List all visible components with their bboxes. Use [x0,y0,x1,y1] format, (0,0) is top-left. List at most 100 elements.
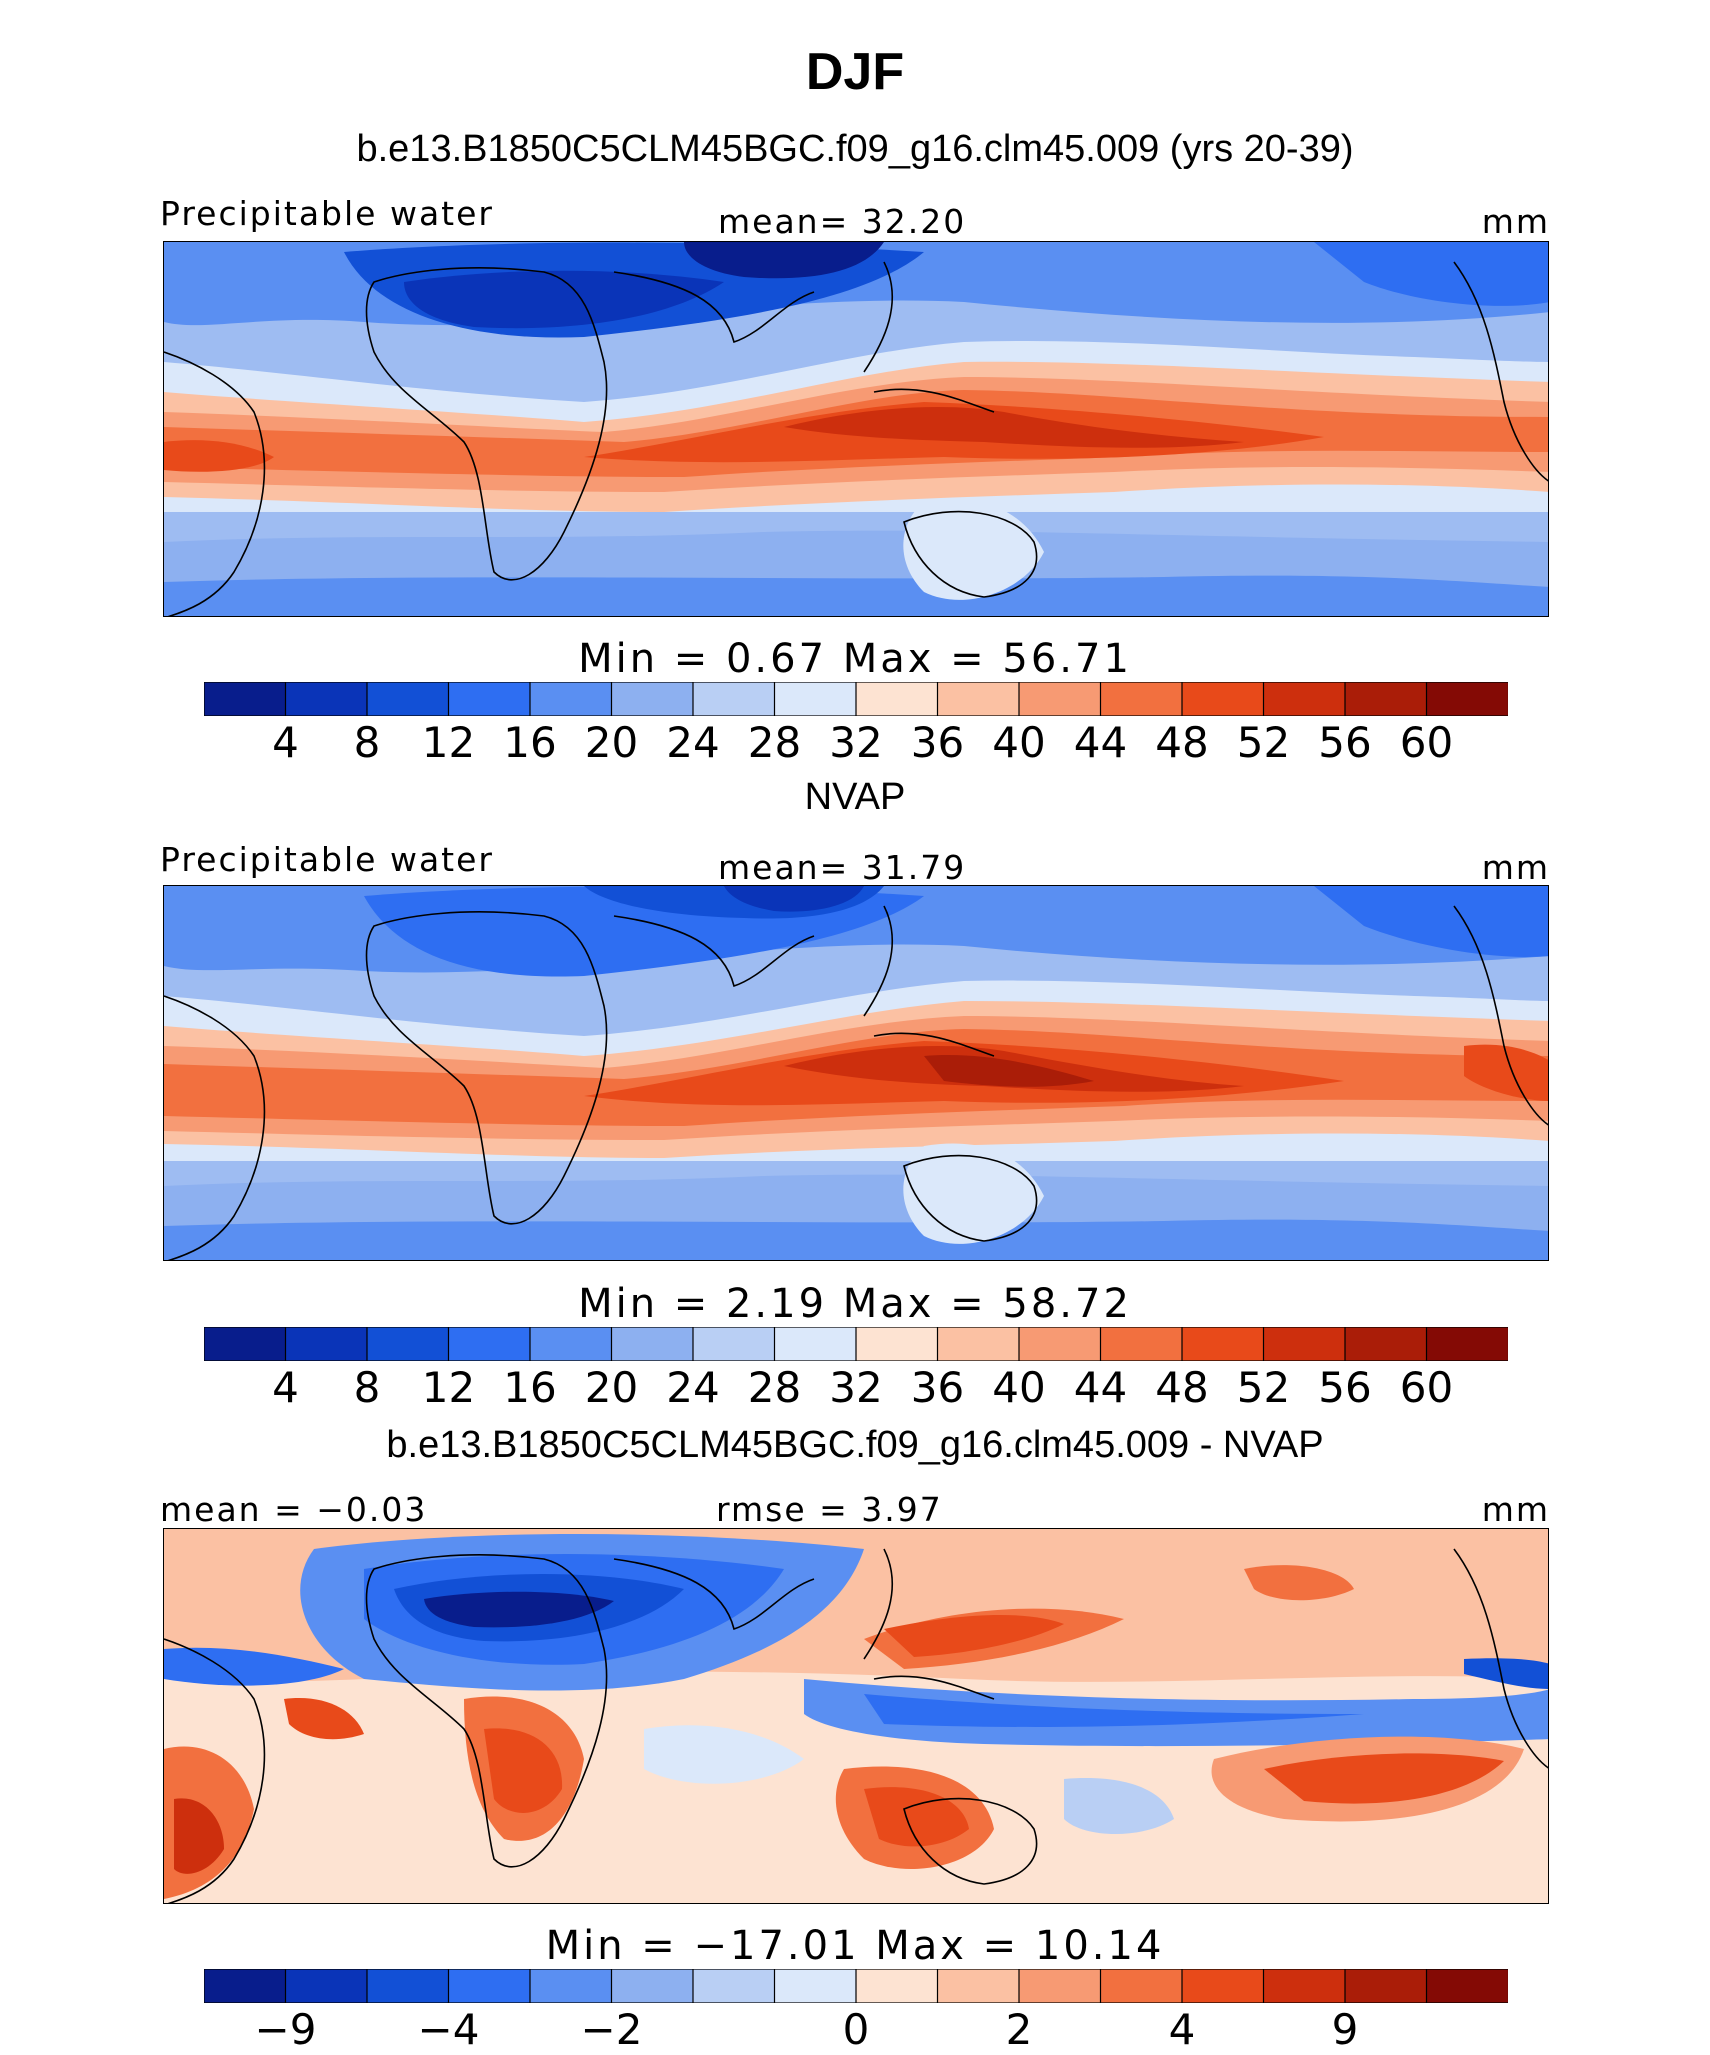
panel1-units-label: mm [1481,202,1550,241]
panel3-rmse-label: rmse = 3.97 [716,1490,943,1529]
colorbar-tick-label: 12 [421,718,476,767]
colorbar-segment [1018,1969,1102,2003]
colorbar-tick-label: 44 [1073,718,1128,767]
colorbar-tick-label: 56 [1318,1363,1372,1412]
colorbar-tick-label: −4 [417,2005,480,2054]
colorbar-tick-label: 16 [503,1363,557,1412]
colorbar-segment [936,1969,1021,2003]
colorbar-segment [936,682,1021,716]
colorbar-segment [204,682,287,716]
colorbar-segment [692,682,776,716]
colorbar-segment [284,1327,369,1361]
colorbar-segment [1099,1327,1184,1361]
colorbar-segment [610,682,695,716]
panel2-units-label: mm [1481,848,1550,887]
colorbar-segment [1181,1327,1265,1361]
panel1-mean-label: mean= 32.20 [718,202,967,241]
colorbar-tick-label: 56 [1318,718,1372,767]
colorbar-segment [773,1327,858,1361]
colorbar-tick-label: 48 [1155,1363,1209,1412]
colorbar-segment [773,1969,858,2003]
colorbar-tick-label: 12 [421,1363,476,1412]
colorbar-segment [1425,1327,1508,1361]
panel1-variable-label: Precipitable water [160,194,494,233]
panel3-title: b.e13.B1850C5CLM45BGC.f09_g16.clm45.009 … [386,1424,1324,1466]
colorbar-tick-label: 32 [829,718,883,767]
panel2-map-field [164,886,1548,1260]
colorbar-tick-label: 28 [747,1363,802,1412]
colorbar-segment [1262,1327,1347,1361]
panel1-min-max: Min = 0.67 Max = 56.71 [578,636,1132,682]
colorbar-segment [1344,1969,1428,2003]
colorbar-segment [1262,682,1347,716]
colorbar-tick-label: −9 [254,2005,317,2054]
colorbar-segment [366,1327,450,1361]
panel1-colorbar [204,682,1508,716]
colorbar-segment [1181,682,1265,716]
colorbar-segment [1018,1327,1102,1361]
colorbar-segment [1344,682,1428,716]
panel3-units-label: mm [1481,1490,1550,1529]
colorbar-segment [1425,1969,1508,2003]
colorbar-tick-label: 24 [666,1363,720,1412]
figure-title: DJF [805,43,905,101]
colorbar-segment [447,1327,532,1361]
colorbar-segment [447,1969,532,2003]
colorbar-segment [855,1969,939,2003]
colorbar-tick-label: 16 [503,718,557,767]
colorbar-tick-label: 36 [910,1363,965,1412]
colorbar-segment [610,1969,695,2003]
colorbar-segment [366,1969,450,2003]
colorbar-segment [1262,1969,1347,2003]
panel1-title: b.e13.B1850C5CLM45BGC.f09_g16.clm45.009 … [356,128,1354,170]
colorbar-segment [692,1327,776,1361]
colorbar-segment [936,1327,1021,1361]
colorbar-tick-label: 40 [992,1363,1046,1412]
colorbar-segment [284,1969,369,2003]
panel3-map [163,1528,1549,1904]
panel2-mean-label: mean= 31.79 [718,848,967,887]
panel3-min-max: Min = −17.01 Max = 10.14 [545,1923,1165,1969]
colorbar-tick-label: 4 [272,718,299,767]
colorbar-segment [204,1969,287,2003]
colorbar-tick-label: 8 [353,1363,381,1412]
colorbar-segment [1344,1327,1428,1361]
colorbar-segment [204,1327,287,1361]
colorbar-segment [1425,682,1508,716]
colorbar-segment [1099,1969,1184,2003]
colorbar-tick-label: 24 [666,718,720,767]
panel2-colorbar [204,1327,1508,1361]
colorbar-tick-label: 9 [1331,2005,1359,2054]
colorbar-tick-label: 60 [1399,1363,1454,1412]
colorbar-segment [855,682,939,716]
colorbar-tick-label: 52 [1236,718,1291,767]
panel1-colorbar-ticks: 4 8 12 16 20 24 28 32 36 40 44 48 52 56 60 [0,718,1710,768]
colorbar-segment [692,1969,776,2003]
colorbar-segment [1018,682,1102,716]
panel3-mean-label: mean = −0.03 [160,1490,428,1529]
panel1-map [163,241,1549,617]
panel1-map-field [164,242,1548,616]
colorbar-tick-label: 40 [992,718,1046,767]
colorbar-segment [529,682,613,716]
colorbar-segment [366,682,450,716]
colorbar-tick-label: 20 [584,1363,639,1412]
panel2-title: NVAP [804,776,906,818]
panel2-colorbar-ticks: 4 8 12 16 20 24 28 32 36 40 44 48 52 56 60 [0,1363,1710,1413]
colorbar-tick-label: 32 [829,1363,883,1412]
panel2-min-max: Min = 2.19 Max = 58.72 [578,1281,1132,1327]
colorbar-tick-label: 60 [1399,718,1454,767]
colorbar-segment [773,682,858,716]
panel3-map-field [164,1529,1548,1903]
colorbar-tick-label: 2 [1005,2005,1033,2054]
colorbar-segment [284,682,369,716]
colorbar-segment [529,1969,613,2003]
colorbar-segment [1099,682,1184,716]
colorbar-tick-label: −2 [580,2005,643,2054]
panel2-variable-label: Precipitable water [160,840,494,879]
colorbar-tick-label: 4 [272,1363,299,1412]
colorbar-segment [1181,1969,1265,2003]
panel3-colorbar [204,1969,1508,2003]
colorbar-segment [529,1327,613,1361]
colorbar-tick-label: 0 [842,2005,870,2054]
